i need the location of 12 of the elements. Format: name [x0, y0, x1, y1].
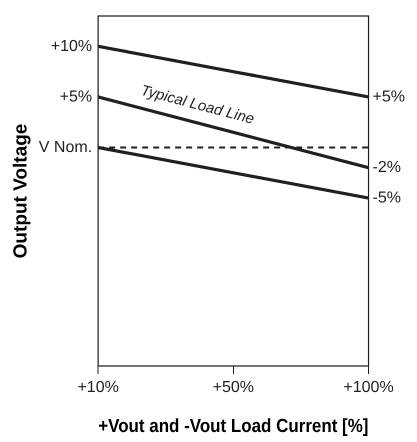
y-tick-label: +10%	[50, 38, 92, 55]
y-tick-label: +5%	[60, 88, 92, 106]
annotation: Typical Load Line	[138, 82, 256, 128]
y2-tick-label: +5%	[372, 88, 405, 106]
x-tick-label: +100%	[343, 379, 394, 396]
x-tick-label: +50%	[212, 379, 254, 396]
y-tick-label: V Nom.	[38, 138, 92, 156]
x-tick-label: +10%	[77, 379, 119, 396]
y2-tick-label: -5%	[372, 189, 401, 206]
x-axis-title: +Vout and -Vout Load Current [%]	[98, 414, 368, 436]
y2-tick-label: -2%	[372, 159, 401, 176]
y-axis-title: Output Voltage	[10, 124, 32, 258]
